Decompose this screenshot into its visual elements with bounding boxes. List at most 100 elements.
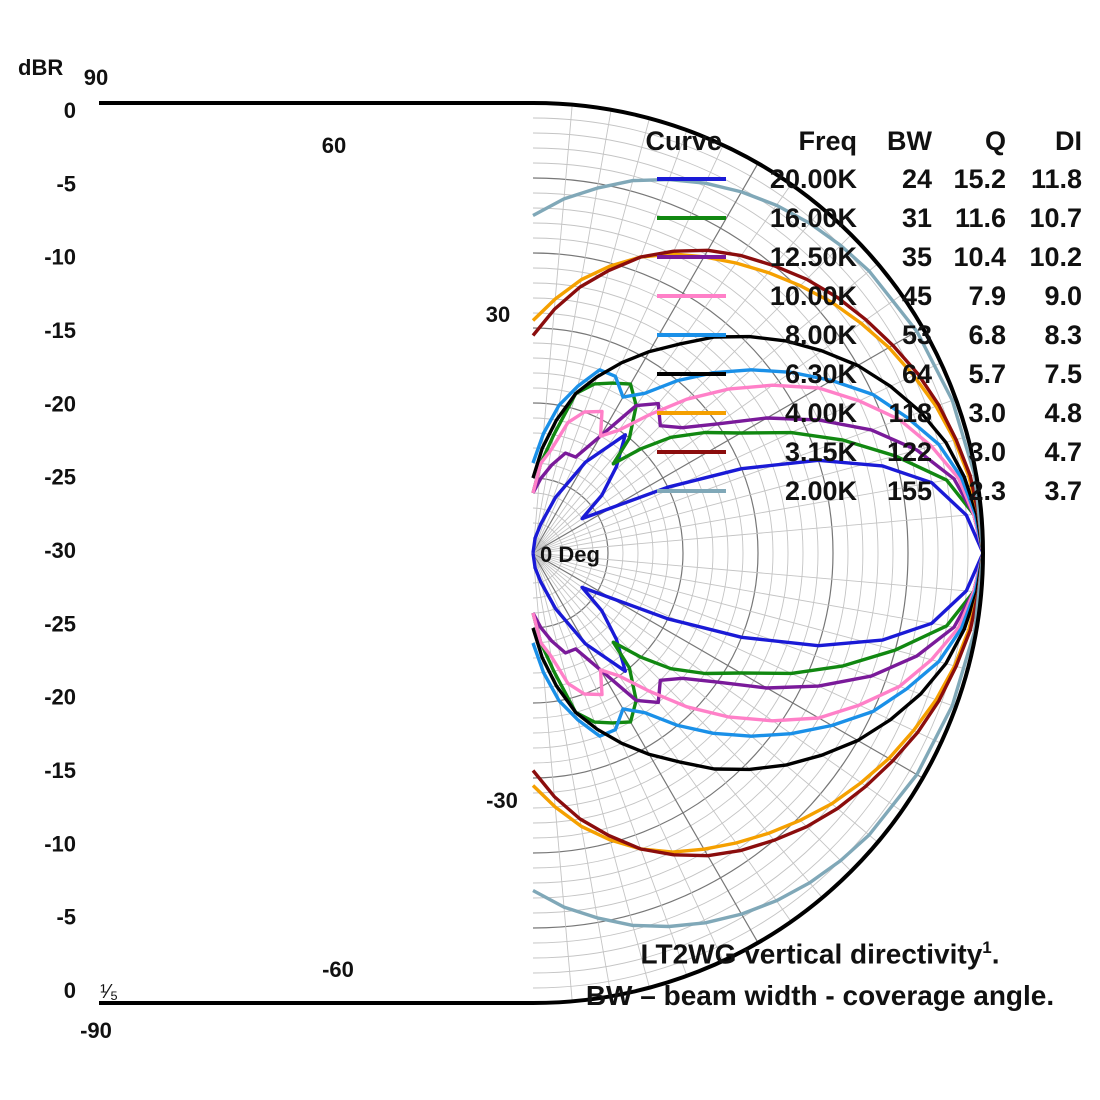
legend-cell: 35 — [902, 242, 932, 272]
grid-ring — [532, 162, 924, 944]
r-tick-label: -20 — [44, 685, 76, 710]
grid-spoke — [532, 184, 792, 554]
grid-ring — [532, 282, 804, 824]
grid-ring — [532, 327, 759, 779]
grid-spoke — [532, 109, 612, 554]
grid-spoke — [532, 552, 982, 593]
grid-spoke — [532, 474, 977, 554]
legend-cell: 10.00K — [770, 281, 858, 311]
r-tick-label: -15 — [44, 318, 76, 343]
legend-cell: 9.0 — [1044, 281, 1082, 311]
grid-spoke — [532, 552, 792, 922]
legend-cell: 10.7 — [1029, 203, 1082, 233]
angle-label: 0 Deg — [540, 542, 600, 567]
grid-ring — [532, 297, 789, 809]
legend-header: Q — [985, 126, 1006, 156]
legend-cell: 4.8 — [1044, 398, 1082, 428]
legend-cell: 45 — [902, 281, 932, 311]
legend-cell: 6.8 — [968, 320, 1006, 350]
legend-cell: 10.4 — [953, 242, 1006, 272]
legend-cell: 31 — [902, 203, 932, 233]
legend-cell: 24 — [902, 164, 932, 194]
grid-spoke — [532, 398, 957, 554]
grid-ring — [532, 342, 744, 764]
angle-label: -30 — [486, 788, 518, 813]
legend-cell: 3.7 — [1044, 476, 1082, 506]
r-tick-label: -25 — [44, 465, 76, 490]
legend-cell: 6.30K — [785, 359, 858, 389]
grid-spoke — [532, 327, 924, 554]
r-tick-label: -10 — [44, 831, 76, 856]
r-tick-label: -20 — [44, 391, 76, 416]
r-tick-label: 0 — [64, 978, 76, 1003]
grid-ring — [532, 462, 624, 644]
grid-spoke — [532, 263, 879, 554]
grid-spoke — [532, 552, 879, 843]
legend-cell: 12.50K — [770, 242, 858, 272]
r-tick-label: -10 — [44, 245, 76, 270]
caption-line-2: BW – beam width - coverage angle. — [585, 980, 1055, 1011]
grid-ring — [532, 192, 894, 914]
caption-title-end: . — [991, 938, 1000, 970]
legend-cell: 2.00K — [785, 476, 858, 506]
polar-grid — [532, 104, 982, 1002]
legend-cell: 7.9 — [968, 281, 1006, 311]
grid-spoke — [532, 234, 852, 554]
caption-title: LT2WG vertical directivity — [640, 938, 983, 970]
grid-spoke — [532, 552, 759, 944]
grid-spoke — [532, 552, 688, 977]
r-tick-label: -5 — [56, 905, 76, 930]
r-tick-label: -30 — [44, 538, 76, 563]
angle-label: 60 — [322, 133, 346, 158]
grid-spoke — [532, 162, 759, 554]
legend-cell: 4.00K — [785, 398, 858, 428]
grid-ring — [532, 177, 909, 929]
legend-cell: 118 — [888, 398, 932, 428]
legend-cell: 8.3 — [1044, 320, 1082, 350]
grid-ring — [532, 147, 939, 959]
r-tick-label: 0 — [64, 98, 76, 123]
legend-table: Curve Freq BW Q DI 20.00K 24 15.2 11.8 16.00K 31 11… — [645, 126, 1082, 506]
polar-frame — [99, 101, 985, 1005]
legend-cell: 20.00K — [770, 164, 858, 194]
grid-spoke — [532, 552, 977, 632]
grid-spoke — [532, 552, 650, 988]
legend-cell: 3.0 — [968, 398, 1006, 428]
r-tick-label: -25 — [44, 611, 76, 636]
legend-cell: 2.3 — [968, 476, 1006, 506]
axis-labels: dBR ¹⁄₅ 0 -5 -10 -15 -20 -25 -30 -25 -20 -15 -10 -5… — [18, 55, 600, 1043]
grid-spoke — [532, 552, 957, 708]
grid-ring — [532, 252, 834, 854]
grid-spoke — [532, 129, 688, 554]
angle-label: -60 — [322, 957, 354, 982]
grid-spoke — [532, 552, 612, 997]
legend-cell: 11.8 — [1031, 164, 1082, 194]
legend-cell: 10.2 — [1029, 242, 1082, 272]
grid-ring — [532, 417, 669, 689]
grid-ring — [532, 492, 594, 614]
grid-ring — [532, 312, 774, 794]
grid-ring — [532, 267, 819, 839]
legend-header: BW — [887, 126, 932, 156]
grid-spoke — [532, 513, 982, 554]
grid-ring — [532, 117, 969, 989]
angle-label: -90 — [80, 1018, 112, 1043]
grid-ring — [532, 222, 864, 884]
legend-cell: 8.00K — [785, 320, 858, 350]
annotation-mark: ¹⁄₅ — [100, 981, 118, 1003]
grid-spoke — [532, 118, 650, 554]
grid-spoke — [532, 552, 924, 779]
legend-cell: 11.6 — [955, 203, 1006, 233]
r-tick-label: -15 — [44, 758, 76, 783]
angle-label: 90 — [84, 65, 108, 90]
r-tick-label: -5 — [56, 171, 76, 196]
grid-ring — [532, 132, 954, 974]
legend-cell: 16.00K — [770, 203, 858, 233]
caption-footnote-mark: 1 — [982, 938, 992, 957]
legend-cell: 15.2 — [953, 164, 1006, 194]
r-axis-label: dBR — [18, 55, 63, 80]
grid-ring — [532, 537, 549, 569]
legend-cell: 4.7 — [1044, 437, 1082, 467]
legend-cell: 5.7 — [968, 359, 1006, 389]
